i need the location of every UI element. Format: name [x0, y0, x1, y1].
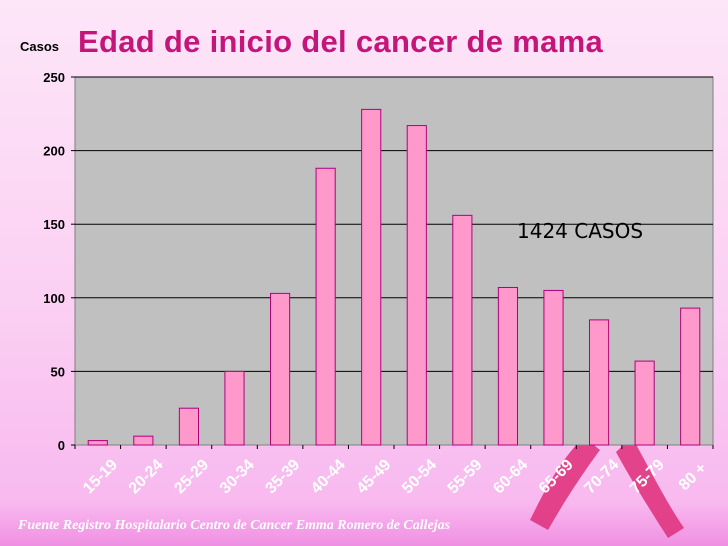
x-tick-label: 35-39 — [262, 456, 303, 497]
pink-ribbon-icon — [530, 437, 684, 538]
y-tick-label: 150 — [43, 217, 65, 232]
y-tick-label: 250 — [43, 70, 65, 85]
x-tick-label: 30-34 — [217, 456, 258, 497]
bar-40-44 — [315, 167, 336, 446]
x-tick-label: 20-24 — [126, 456, 167, 497]
bar-50-54 — [406, 125, 427, 446]
x-tick-label: 25-29 — [171, 456, 212, 497]
x-tick-label: 60-64 — [490, 456, 531, 497]
bar-25-29 — [178, 407, 199, 446]
bar-75-79 — [634, 360, 655, 446]
y-axis-label: Casos — [20, 39, 60, 54]
bars — [87, 108, 701, 446]
x-tick-label: 55-59 — [445, 456, 486, 497]
bar-35-39 — [270, 292, 291, 446]
y-tick-label: 100 — [43, 291, 65, 306]
chart-title: Edad de inicio del cancer de mama — [78, 24, 604, 59]
bar-60-64 — [497, 286, 518, 446]
bar-65-69 — [543, 289, 564, 446]
bar-80+ — [680, 307, 701, 446]
bar-45-49 — [361, 108, 382, 446]
source-note: Fuente Registro Hospitalario Centro de C… — [18, 518, 451, 533]
total-cases-annotation: 1424 CASOS — [517, 219, 644, 243]
y-tick-label: 50 — [51, 364, 65, 379]
x-tick-label: 45-49 — [354, 456, 395, 497]
bar-30-34 — [224, 370, 245, 446]
y-axis-ticks: 0 50 100 150 200 250 — [43, 70, 75, 453]
x-tick-label: 50-54 — [399, 456, 440, 497]
plot-area — [74, 76, 714, 446]
x-tick-label: 40-44 — [308, 456, 349, 497]
y-tick-label: 200 — [43, 144, 65, 159]
bar-70-74 — [589, 319, 610, 446]
y-tick-label: 0 — [58, 438, 65, 453]
x-tick-label: 80 + — [676, 460, 710, 494]
bar-15-19 — [87, 440, 108, 446]
x-tick-label: 15-19 — [80, 456, 121, 497]
bar-20-24 — [133, 435, 154, 446]
footer-band — [0, 505, 728, 546]
bar-55-59 — [452, 214, 473, 446]
